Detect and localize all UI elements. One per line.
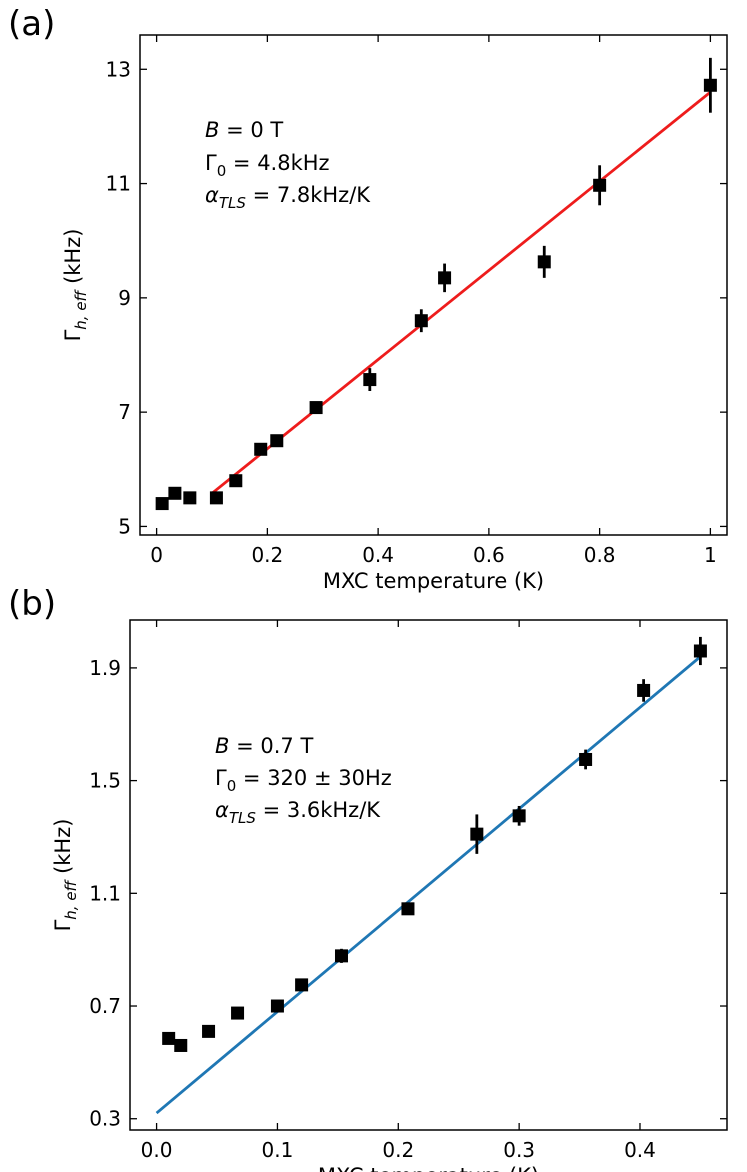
chart-panel-b: (b) 0.0 0.1 0.2 0.3 0.4 0.3 0.7 1.1 1.5 1.9 MXC tem… [8, 584, 728, 1172]
annotation-symbol: α [215, 798, 229, 822]
x-tick-label: 0 [150, 543, 163, 567]
annotation-symbol: α [205, 183, 219, 207]
data-point [537, 255, 551, 269]
annotation-symbol: B [205, 118, 219, 142]
data-point [202, 1024, 216, 1038]
data-point [174, 1038, 188, 1052]
y-axis-title-symbol: Γ [61, 329, 85, 341]
annotation-line: αTLS = 3.6kHz/K [215, 798, 381, 827]
data-point [295, 978, 309, 992]
x-axis-title: MXC temperature (K) [318, 1164, 539, 1172]
annotation-value: = 7.8kHz/K [246, 183, 371, 207]
data-point [512, 809, 526, 823]
data-point [703, 78, 717, 92]
panel-label: (b) [8, 584, 56, 624]
annotation-subscript: TLS [229, 809, 257, 827]
chart-panel-a: (a) 0 0.2 0.4 0.6 0.8 1 5 7 9 11 13 MXC temperature … [8, 4, 728, 593]
x-axis-title: MXC temperature (K) [323, 569, 544, 593]
annotation-subscript: 0 [217, 162, 227, 180]
annotation-symbol: Γ [215, 766, 227, 790]
y-tick-label: 5 [118, 514, 131, 538]
x-tick-label: 0.6 [473, 543, 505, 567]
data-point [693, 644, 707, 658]
data-point [231, 1006, 245, 1020]
x-tick-label: 0.2 [251, 543, 283, 567]
annotation-line: Γ0 = 4.8kHz [205, 151, 330, 180]
annotation-line: B = 0.7 T [215, 734, 313, 758]
data-point [470, 827, 484, 841]
annotation-value: = 3.6kHz/K [256, 798, 381, 822]
data-point [183, 491, 197, 505]
data-point [162, 1031, 176, 1045]
y-tick-label: 9 [118, 286, 131, 310]
data-point [438, 271, 452, 285]
annotation-value: = 0.7 T [229, 734, 313, 758]
data-point [209, 491, 223, 505]
data-point [309, 401, 323, 415]
annotation-symbol: B [215, 734, 229, 758]
data-point [637, 683, 651, 697]
y-axis-title-unit: (kHz) [51, 819, 75, 881]
annotation-subscript: 0 [227, 777, 237, 795]
data-point [414, 314, 428, 328]
annotation-symbol: Γ [205, 151, 217, 175]
y-axis-title: Γh, eff (kHz) [51, 819, 80, 932]
y-tick-label: 0.3 [89, 1107, 121, 1131]
y-tick-label: 0.7 [89, 994, 121, 1018]
y-tick-label: 11 [106, 172, 131, 196]
data-point [579, 752, 593, 766]
data-point [401, 902, 415, 916]
data-point [168, 486, 182, 500]
x-tick-label: 0.3 [503, 1138, 535, 1162]
plot-frame [139, 34, 728, 536]
annotation-value: = 320 ± 30Hz [236, 766, 392, 790]
plot-frame [129, 619, 728, 1131]
fit-line [155, 655, 702, 1115]
x-tick-label: 1 [704, 543, 717, 567]
data-point [254, 442, 268, 456]
y-tick-label: 1.9 [89, 656, 121, 680]
y-axis-title-symbol: Γ [51, 919, 75, 931]
y-tick-label: 1.5 [89, 769, 121, 793]
data-point [363, 373, 377, 387]
annotation-value: = 0 T [219, 118, 283, 142]
y-axis-title: Γh, eff (kHz) [61, 229, 90, 342]
data-point [155, 497, 169, 511]
annotation-line: αTLS = 7.8kHz/K [205, 183, 371, 212]
data-point [270, 999, 284, 1013]
annotation-subscript: TLS [219, 194, 247, 212]
x-tick-label: 0.2 [382, 1138, 414, 1162]
panel-label: (a) [8, 4, 55, 44]
y-tick-label: 7 [118, 400, 131, 424]
y-axis-title-subscript: h, eff [62, 878, 80, 919]
data-point [229, 474, 243, 488]
x-tick-label: 0.8 [584, 543, 616, 567]
fit-line [211, 91, 712, 495]
y-axis-title-subscript: h, eff [72, 288, 90, 329]
x-tick-label: 0.4 [362, 543, 394, 567]
y-tick-label: 13 [106, 57, 131, 81]
data-point [270, 434, 284, 448]
x-tick-label: 0.0 [141, 1138, 173, 1162]
y-axis-title-unit: (kHz) [61, 229, 85, 291]
annotation-line: B = 0 T [205, 118, 283, 142]
data-point [334, 949, 348, 963]
data-point [593, 178, 607, 192]
x-tick-label: 0.1 [262, 1138, 294, 1162]
annotation-value: = 4.8kHz [226, 151, 329, 175]
annotation-line: Γ0 = 320 ± 30Hz [215, 766, 392, 795]
x-tick-label: 0.4 [624, 1138, 656, 1162]
y-tick-label: 1.1 [89, 881, 121, 905]
